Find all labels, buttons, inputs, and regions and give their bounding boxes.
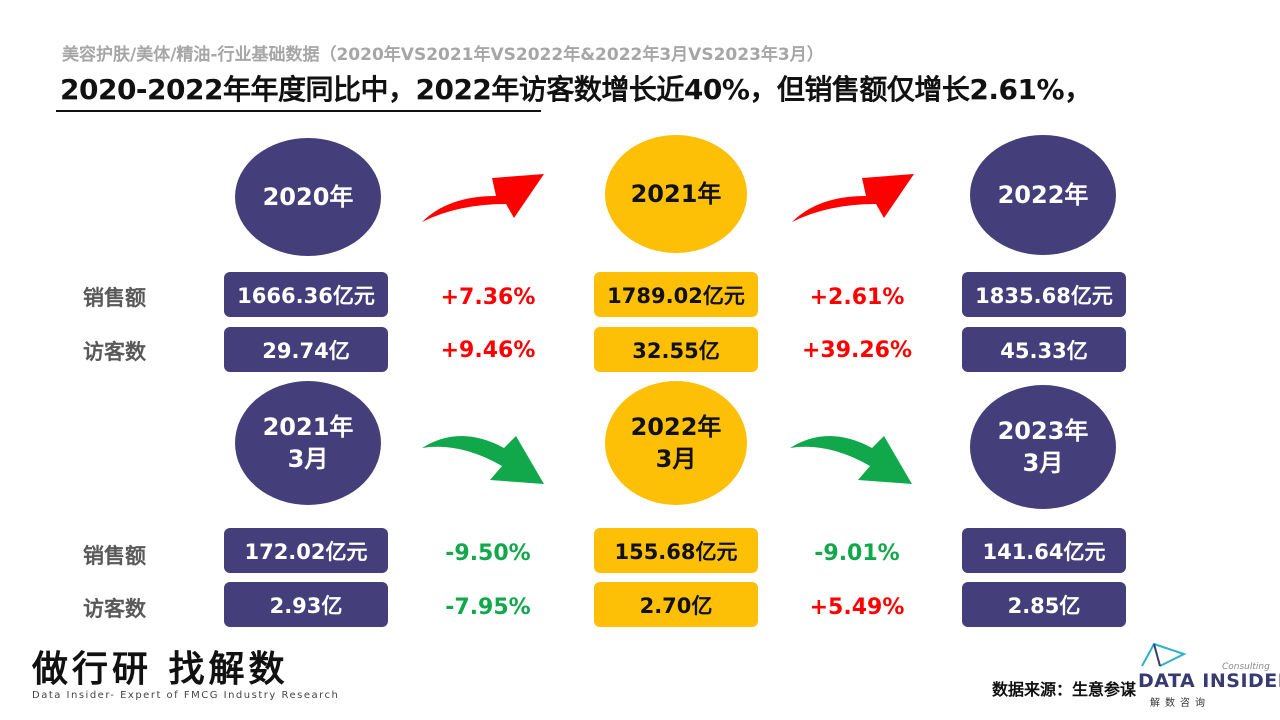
period-month: 3月 xyxy=(655,445,697,473)
change-sales-2021: +7.36% xyxy=(440,285,536,310)
value-box-sales-2023-03: 141.64亿元 xyxy=(962,528,1126,573)
row-label-visitors: 访客数 xyxy=(83,340,146,364)
period-circle-2021: 2021年 xyxy=(605,135,747,253)
brand-logo-text: DATA INSIDER xyxy=(1138,670,1280,692)
row-label-sales: 销售额 xyxy=(83,286,146,310)
value-box-sales-2021-03: 172.02亿元 xyxy=(224,528,388,573)
brand-consulting: Consulting xyxy=(1222,662,1270,672)
value-box-sales-2020: 1666.36亿元 xyxy=(224,272,388,317)
period-circle-2023-03: 2023年 3月 xyxy=(970,385,1116,509)
footer-slogan: 做行研 找解数 xyxy=(32,648,289,690)
change-visitors-2021: +9.46% xyxy=(440,338,536,363)
value-box-visitors-2023-03: 2.85亿 xyxy=(962,582,1126,627)
period-label: 2021年 xyxy=(630,180,722,208)
value-box-visitors-2021-03: 2.93亿 xyxy=(224,582,388,627)
page-title: 2020-2022年年度同比中，2022年访客数增长近40%，但销售额仅增长2.… xyxy=(60,73,1092,106)
change-visitors-2023-03: +5.49% xyxy=(809,595,905,620)
period-month: 3月 xyxy=(1022,449,1064,477)
data-source: 数据来源：生意参谋 xyxy=(992,680,1137,699)
period-label: 2020年 xyxy=(262,183,354,211)
period-year: 2022年 xyxy=(630,413,722,441)
green-down-arrow-icon xyxy=(422,436,544,484)
title-underline xyxy=(56,110,541,112)
value-box-sales-2022-03: 155.68亿元 xyxy=(594,528,758,573)
period-year: 2023年 xyxy=(997,417,1089,445)
change-visitors-2022-03: -7.95% xyxy=(445,595,531,620)
period-month: 3月 xyxy=(287,445,329,473)
row-label-visitors: 访客数 xyxy=(83,597,146,621)
period-circle-2022: 2022年 xyxy=(970,135,1116,255)
green-down-arrow-icon xyxy=(790,436,912,484)
row-label-sales: 销售额 xyxy=(83,544,146,568)
value-box-sales-2021: 1789.02亿元 xyxy=(594,272,758,317)
value-box-visitors-2020: 29.74亿 xyxy=(224,327,388,372)
value-box-sales-2022: 1835.68亿元 xyxy=(962,272,1126,317)
value-box-visitors-2022-03: 2.70亿 xyxy=(594,582,758,627)
period-circle-2022-03: 2022年 3月 xyxy=(605,381,747,505)
footer-slogan-subtitle: Data Insider- Expert of FMCG Industry Re… xyxy=(32,690,340,701)
red-up-arrow-icon xyxy=(792,174,914,222)
value-box-visitors-2021: 32.55亿 xyxy=(594,327,758,372)
period-circle-2020: 2020年 xyxy=(235,138,381,256)
change-visitors-2022: +39.26% xyxy=(801,338,913,363)
period-year: 2021年 xyxy=(262,413,354,441)
period-label: 2022年 xyxy=(997,181,1089,209)
change-sales-2023-03: -9.01% xyxy=(814,541,900,566)
data-insider-logo-icon xyxy=(1141,642,1187,667)
brand-chinese-name: 解数咨询 xyxy=(1150,698,1210,709)
page-subtitle: 美容护肤/美体/精油-行业基础数据（2020年VS2021年VS2022年&20… xyxy=(62,45,824,65)
change-sales-2022: +2.61% xyxy=(809,285,905,310)
red-up-arrow-icon xyxy=(422,174,544,222)
value-box-visitors-2022: 45.33亿 xyxy=(962,327,1126,372)
change-sales-2022-03: -9.50% xyxy=(445,541,531,566)
period-circle-2021-03: 2021年 3月 xyxy=(235,381,381,505)
